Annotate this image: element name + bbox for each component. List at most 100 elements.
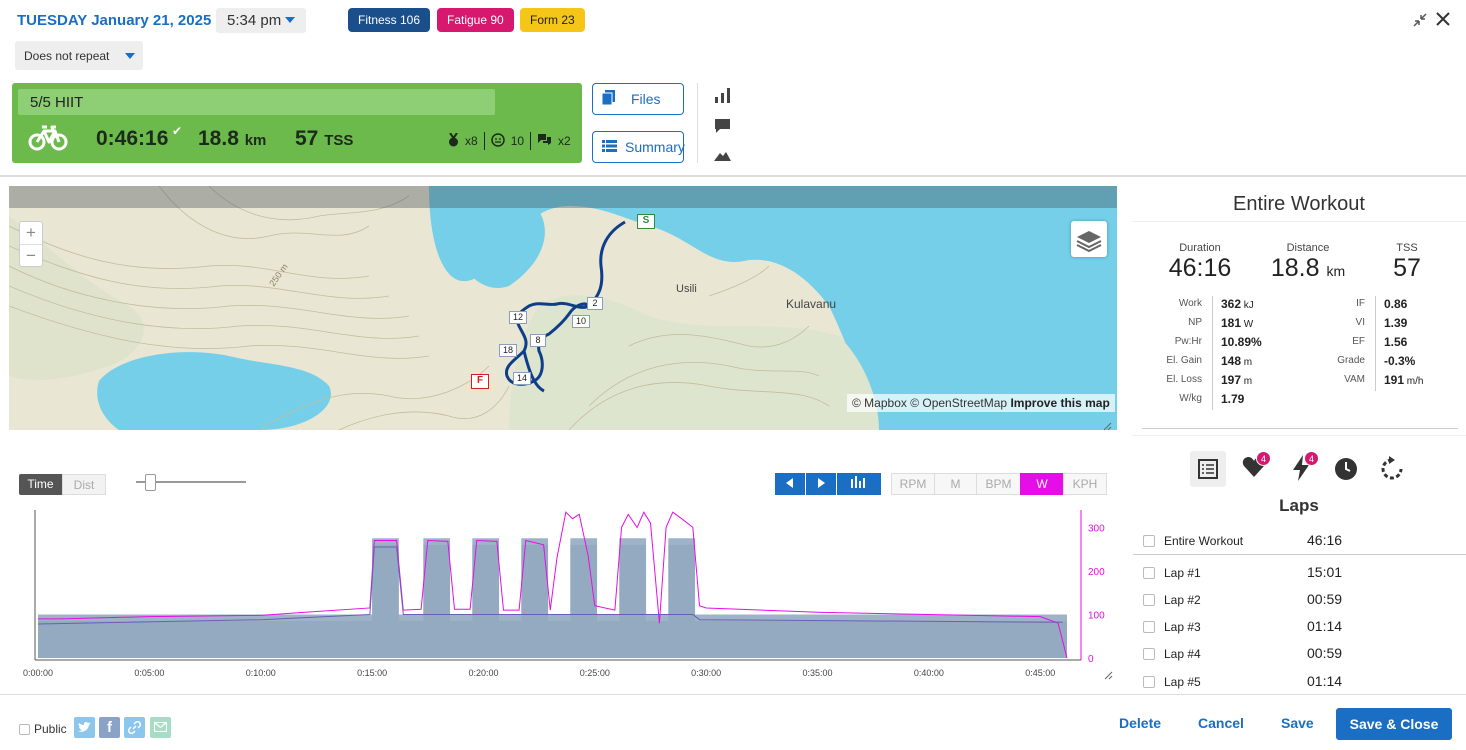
distance-unit: km [1326,263,1346,279]
lap-checkbox[interactable] [1143,567,1155,579]
map-layers-button[interactable] [1071,221,1107,257]
lap-time: 01:14 [1307,673,1343,689]
unit-bpm-button[interactable]: BPM [976,473,1021,495]
chart-prev-button[interactable] [775,473,805,495]
comment-count: x2 [558,134,571,148]
metric-label: Pw:Hr [1174,336,1202,347]
lap-row[interactable]: Lap #4 00:59 [1133,644,1466,668]
fitness-badge: Fitness 106 [348,8,431,32]
lap-marker[interactable]: 12 [509,311,527,324]
email-share-button[interactable] [150,717,171,738]
comments-icon [537,133,552,149]
divider [530,132,532,150]
power-area-inner [38,544,1067,658]
tab-time[interactable] [1334,457,1358,486]
files-button[interactable]: Files [592,83,684,115]
metric-label: IF [1356,298,1365,309]
list-icon [1198,459,1218,484]
list-icon [602,139,617,155]
delete-button[interactable]: Delete [1119,715,1162,731]
lap-checkbox[interactable] [1143,648,1155,660]
workout-tss: 57 TSS [295,127,353,151]
lap-marker[interactable]: 10 [572,315,590,328]
power-chart[interactable]: 0:00:00 0:05:00 0:10:00 0:15:00 0:20:00 0:25:… [0,500,1125,690]
lap-marker[interactable]: 2 [587,297,603,310]
metric-value: 362 kJ [1221,297,1254,311]
lap-row[interactable]: Lap #2 00:59 [1133,590,1466,614]
elevation-icon[interactable] [714,149,731,167]
tss-label: TSS [1396,242,1418,254]
lap-checkbox[interactable] [1143,535,1155,547]
unit-w-button[interactable]: W [1020,473,1064,495]
metric-value: 1.56 [1384,335,1408,349]
public-label: Public [34,722,67,736]
lap-marker[interactable]: 14 [513,372,531,385]
time-select[interactable]: 5:34 pm [216,8,306,33]
smoothing-slider-track[interactable] [136,481,246,483]
y-tick-label: 0 [1088,654,1094,665]
bar-chart-icon[interactable] [714,88,731,108]
time-value: 5:34 pm [227,12,282,29]
lap-row[interactable]: Lap #1 15:01 [1133,563,1466,587]
workout-mini-stats: x8 10 x2 [448,131,571,150]
copy-link-button[interactable] [124,717,145,738]
refresh-icon [1380,456,1404,486]
cancel-button[interactable]: Cancel [1198,715,1244,731]
smoothing-slider-handle[interactable] [145,474,156,491]
tab-power[interactable]: 4 [1292,451,1319,486]
metric-value: 10.89% [1221,335,1262,349]
chevron-right-icon [817,477,825,491]
divider [1142,428,1458,429]
time-mode-button[interactable]: Time [19,474,62,495]
lap-checkbox[interactable] [1143,676,1155,688]
workout-date: TUESDAY January 21, 2025 [17,12,212,29]
metric-unit: m/h [1404,376,1424,387]
resize-handle-icon[interactable] [1103,418,1112,436]
lap-checkbox[interactable] [1143,594,1155,606]
unit-kph-button[interactable]: KPH [1063,473,1107,495]
public-checkbox[interactable] [19,724,30,735]
save-button[interactable]: Save [1281,715,1314,731]
workout-title-input[interactable]: 5/5 HIIT [18,89,495,115]
y-tick-label: 100 [1088,610,1105,621]
lap-row[interactable]: Lap #3 01:14 [1133,617,1466,641]
chart-type-button[interactable] [837,473,881,495]
metric-label: Grade [1337,355,1365,366]
zoom-in-button[interactable]: + [26,223,36,242]
layers-icon [1071,231,1107,261]
twitter-share-button[interactable] [74,717,95,738]
distance-mode-button[interactable]: Dist [62,474,106,495]
finish-marker[interactable]: F [471,374,489,389]
lap-marker[interactable]: 18 [499,344,517,357]
comment-icon[interactable] [714,118,731,139]
lap-marker[interactable]: 8 [530,334,546,347]
tab-laps[interactable] [1190,451,1226,487]
start-marker[interactable]: S [637,214,655,229]
lap-name: Entire Workout [1164,534,1244,548]
divider [483,132,485,150]
chart-next-button[interactable] [806,473,836,495]
route-map[interactable] [9,186,1117,430]
summary-distance: Distance 18.8 km [1258,242,1358,283]
fatigue-badge: Fatigue 90 [437,8,514,32]
metric-label: NP [1188,317,1202,328]
unit-m-button[interactable]: M [934,473,977,495]
repeat-select[interactable]: Does not repeat [15,41,143,70]
compress-icon[interactable] [1412,12,1428,33]
power-line-series-1 [38,511,1068,659]
summary-button[interactable]: Summary [592,131,685,163]
close-icon[interactable] [1434,8,1452,34]
tab-refresh[interactable] [1380,456,1404,487]
lap-row[interactable]: Entire Workout 46:16 [1133,531,1466,555]
unit-rpm-button[interactable]: RPM [891,473,935,495]
zoom-out-button[interactable]: − [20,244,42,267]
lap-row[interactable]: Lap #5 01:14 [1133,672,1466,696]
x-tick-label: 0:00:00 [23,668,53,678]
lap-checkbox[interactable] [1143,621,1155,633]
tab-heart-rate[interactable]: 4 [1242,451,1271,483]
metric-value: 0.86 [1384,297,1408,311]
facebook-share-button[interactable]: f [99,717,120,738]
improve-map-link[interactable]: Improve this map [1010,396,1110,410]
save-close-button[interactable]: Save & Close [1336,708,1452,740]
metric-value: 148 m [1221,354,1253,368]
